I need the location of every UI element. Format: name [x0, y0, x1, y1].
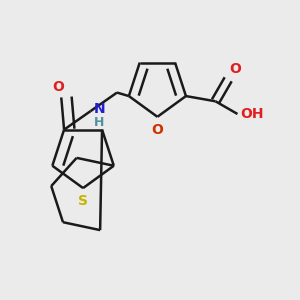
Text: O: O — [52, 80, 64, 94]
Text: S: S — [78, 194, 88, 208]
Text: N: N — [94, 102, 106, 116]
Text: H: H — [94, 116, 104, 129]
Text: O: O — [229, 62, 241, 76]
Text: OH: OH — [240, 107, 263, 121]
Text: O: O — [152, 123, 163, 136]
